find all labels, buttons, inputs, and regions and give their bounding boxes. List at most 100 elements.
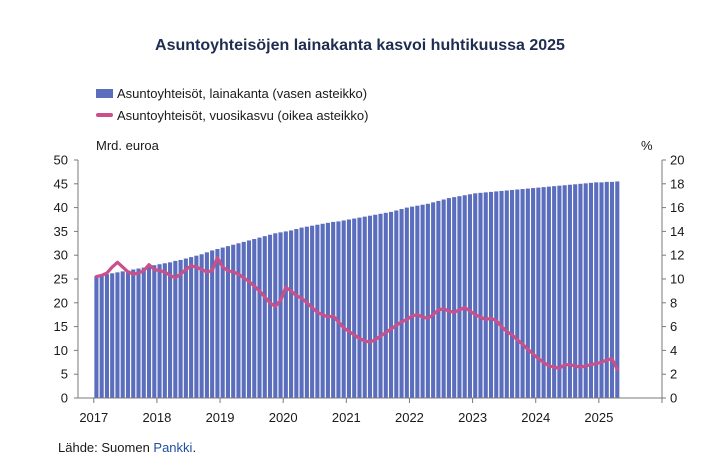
- bar-stock: [241, 241, 246, 398]
- left-tick-label: 0: [61, 391, 68, 406]
- bar-stock: [420, 204, 425, 398]
- bar-stock: [583, 183, 588, 398]
- x-tick-label: 2022: [395, 410, 424, 425]
- bar-stock: [225, 246, 230, 398]
- bar-stock: [383, 212, 388, 398]
- bar-stock: [220, 247, 225, 398]
- bar-stock: [425, 203, 430, 398]
- bar-stock: [362, 216, 367, 398]
- left-tick-label: 20: [54, 295, 68, 310]
- bar-stock: [525, 188, 530, 398]
- bar-stock: [199, 254, 204, 398]
- bar-stock: [289, 230, 294, 398]
- bar-stock: [336, 221, 341, 398]
- right-tick-label: 20: [670, 153, 684, 168]
- right-tick-label: 12: [670, 248, 684, 263]
- source-note: Lähde: Suomen Pankki.: [58, 440, 196, 455]
- x-tick-label: 2020: [269, 410, 298, 425]
- bar-stock: [162, 263, 167, 398]
- left-tick-label: 45: [54, 176, 68, 191]
- bar-stock: [178, 259, 183, 398]
- bar-stock: [494, 191, 499, 398]
- bar-stock: [483, 192, 488, 398]
- bar-stock: [110, 273, 115, 398]
- bar-stock: [609, 181, 615, 398]
- bar-stock: [299, 227, 304, 398]
- bar-stock: [599, 182, 604, 398]
- bar-stock: [478, 192, 483, 398]
- x-tick-label: 2017: [79, 410, 108, 425]
- left-tick-label: 35: [54, 224, 68, 239]
- left-tick-label: 25: [54, 272, 68, 287]
- bar-stock: [104, 274, 109, 398]
- bar-stock: [152, 265, 157, 398]
- bar-stock: [520, 189, 525, 398]
- bar-stock: [562, 185, 567, 398]
- right-tick-label: 14: [670, 224, 684, 239]
- left-tick-label: 5: [61, 367, 68, 382]
- bar-stock: [94, 276, 99, 398]
- right-tick-label: 18: [670, 176, 684, 191]
- bar-stock: [278, 232, 283, 398]
- bar-stock: [357, 217, 362, 398]
- source-suffix: .: [192, 440, 197, 455]
- bar-stock: [204, 252, 209, 398]
- x-tick-label: 2019: [206, 410, 235, 425]
- bar-stock: [231, 244, 236, 398]
- bar-stock: [273, 233, 278, 398]
- bar-stock: [320, 223, 325, 398]
- x-tick-label: 2018: [142, 410, 171, 425]
- bar-stock: [183, 258, 188, 398]
- bar-stock: [404, 207, 409, 398]
- bar-stock: [578, 183, 583, 398]
- left-axis-unit: Mrd. euroa: [96, 138, 159, 153]
- bar-stock: [310, 225, 315, 398]
- bar-stock: [131, 269, 136, 398]
- bar-stock: [125, 270, 131, 398]
- bar-stock: [531, 188, 536, 398]
- right-tick-label: 6: [670, 319, 677, 334]
- bar-stock: [194, 255, 199, 398]
- bar-stock: [252, 239, 257, 398]
- x-tick-label: 2024: [521, 410, 550, 425]
- bar-stock: [173, 260, 178, 398]
- x-tick-label: 2023: [458, 410, 487, 425]
- bar-stock: [467, 194, 473, 398]
- x-tick-label: 2025: [584, 410, 613, 425]
- bar-stock: [573, 184, 578, 398]
- right-tick-label: 16: [670, 200, 684, 215]
- bar-stock: [294, 229, 299, 398]
- bar-stock: [346, 219, 352, 398]
- left-tick-label: 30: [54, 248, 68, 263]
- left-tick-label: 40: [54, 200, 68, 215]
- bar-stock: [431, 202, 436, 398]
- bar-stock: [462, 195, 467, 398]
- bar-stock: [373, 214, 378, 398]
- bar-stock: [378, 213, 383, 398]
- legend-label-growth: Asuntoyhteisöt, vuosikasvu (oikea asteik…: [117, 107, 369, 123]
- source-prefix: Lähde: Suomen: [58, 440, 154, 455]
- right-tick-label: 8: [670, 295, 677, 310]
- bar-stock: [367, 215, 373, 398]
- legend-swatch-bar: [96, 88, 113, 98]
- left-tick-label: 15: [54, 319, 68, 334]
- right-tick-label: 10: [670, 272, 684, 287]
- bar-stock: [168, 262, 173, 398]
- bar-stock: [499, 190, 504, 398]
- bar-stock: [210, 250, 215, 398]
- right-tick-label: 0: [670, 391, 677, 406]
- bar-stock: [541, 187, 546, 398]
- bar-stock: [141, 267, 146, 398]
- bar-stock: [157, 264, 162, 398]
- legend-item-growth: Asuntoyhteisöt, vuosikasvu (oikea asteik…: [96, 104, 368, 126]
- bar-stock: [262, 236, 267, 398]
- series-line-growth: [94, 256, 619, 371]
- bar-stock: [394, 210, 399, 398]
- bar-stock: [352, 218, 357, 398]
- bar-stock: [236, 243, 241, 398]
- bar-stock: [304, 226, 309, 398]
- bar-stock: [504, 190, 509, 398]
- source-link[interactable]: Pankki: [153, 440, 193, 455]
- legend-label-stock: Asuntoyhteisöt, lainakanta (vasen asteik…: [117, 85, 368, 101]
